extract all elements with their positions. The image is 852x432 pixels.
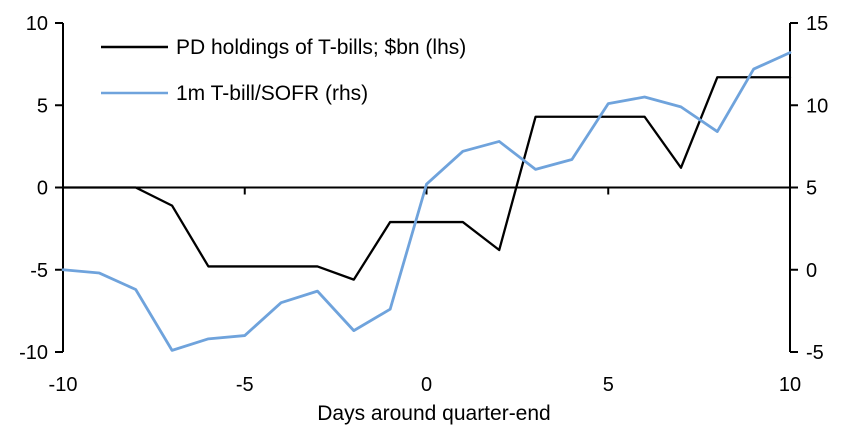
x-axis-tick-label: 0 <box>421 374 432 396</box>
right-axis-tick-label: 5 <box>806 178 817 200</box>
right-axis-tick-label: 0 <box>806 260 817 282</box>
x-axis-tick-label: -5 <box>236 374 254 396</box>
left-axis-tick-label: 0 <box>37 178 48 200</box>
legend: PD holdings of T-bills; $bn (lhs) 1m T-b… <box>101 36 466 105</box>
right-axis-tick-label: -5 <box>806 342 824 364</box>
left-axis-tick-label: -5 <box>30 260 48 282</box>
right-axis-tick-label: 15 <box>806 13 828 35</box>
x-axis-tick-label: -10 <box>49 374 78 396</box>
x-axis-tick-label: 10 <box>779 374 801 396</box>
legend-label-tbill-sofr: 1m T-bill/SOFR (rhs) <box>176 82 368 105</box>
x-axis-title: Days around quarter-end <box>317 402 550 425</box>
series-layer <box>61 51 792 352</box>
axes-layer: 10 5 0 -5 -10 15 10 5 0 -5 -10 -5 0 5 10 <box>19 13 828 396</box>
right-axis-tick-label: 10 <box>806 95 828 117</box>
left-axis-tick-label: 10 <box>26 13 48 35</box>
series-tbill-sofr-line <box>61 51 792 352</box>
left-axis-tick-label: 5 <box>37 95 48 117</box>
legend-label-pd-holdings: PD holdings of T-bills; $bn (lhs) <box>176 36 466 59</box>
x-axis-tick-label: 5 <box>603 374 614 396</box>
series-pd-holdings-line <box>61 76 792 281</box>
left-axis-tick-label: -10 <box>19 342 48 364</box>
